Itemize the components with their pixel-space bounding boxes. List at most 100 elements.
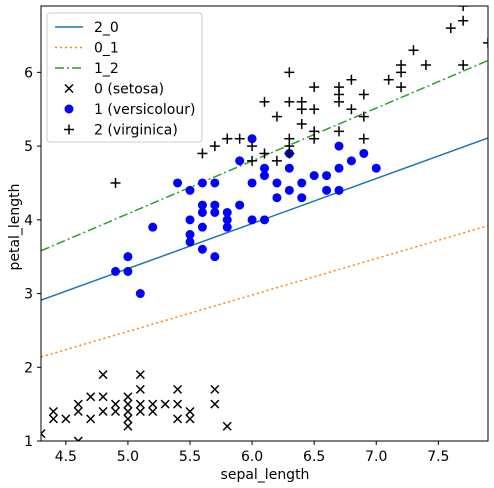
- line-0_1: [41, 224, 488, 358]
- point-series-0: [123, 414, 133, 424]
- point-series-0: [148, 406, 158, 417]
- point-series-2: [383, 74, 394, 85]
- legend-label: 1_2: [94, 61, 119, 77]
- legend-label: 2 (virginica): [94, 123, 178, 139]
- point-series-1: [123, 252, 133, 262]
- point-series-1: [123, 266, 133, 276]
- point-series-2: [420, 59, 431, 70]
- point-series-0: [210, 384, 220, 394]
- point-series-1: [197, 244, 207, 254]
- point-series-2: [396, 59, 407, 70]
- point-series-2: [334, 82, 344, 93]
- legend-label: 0_1: [94, 41, 119, 57]
- point-series-1: [272, 193, 282, 203]
- point-series-2: [234, 133, 245, 144]
- point-series-0: [73, 406, 83, 417]
- point-series-1: [210, 207, 220, 217]
- point-series-2: [483, 37, 488, 48]
- point-series-1: [260, 171, 269, 181]
- point-series-0: [135, 399, 145, 409]
- point-series-1: [272, 178, 282, 188]
- point-series-0: [123, 406, 133, 417]
- point-series-1: [322, 185, 332, 195]
- legend-label: 2_0: [94, 20, 119, 36]
- point-series-1: [297, 178, 307, 188]
- y-tick-label: 4: [24, 213, 33, 229]
- point-series-0: [123, 421, 133, 431]
- point-series-1: [210, 252, 220, 262]
- x-tick-label: 5.0: [117, 449, 139, 465]
- point-series-0: [173, 399, 183, 409]
- point-series-2: [110, 177, 121, 188]
- legend-entry: 1_2: [55, 61, 119, 77]
- y-tick-label: 5: [24, 139, 33, 155]
- point-series-0: [123, 392, 133, 402]
- point-series-1: [260, 215, 269, 225]
- point-series-0: [86, 414, 96, 424]
- point-series-0: [148, 399, 158, 409]
- point-series-0: [123, 399, 133, 409]
- y-tick-label: 6: [24, 65, 33, 81]
- legend-label: 1 (versicolour): [94, 102, 195, 118]
- point-series-0: [173, 384, 183, 394]
- point-series-2: [445, 23, 456, 34]
- point-series-2: [284, 96, 295, 107]
- point-series-2: [197, 148, 208, 159]
- y-tick-label: 3: [24, 287, 33, 303]
- point-series-2: [346, 104, 357, 115]
- point-series-1: [309, 171, 319, 181]
- point-series-2: [247, 141, 258, 152]
- point-series-1: [173, 178, 183, 188]
- point-series-1: [185, 185, 195, 195]
- point-series-2: [222, 133, 233, 144]
- point-series-1: [197, 207, 207, 217]
- x-tick-label: 7.5: [427, 449, 449, 465]
- point-series-1: [322, 171, 332, 181]
- point-series-2: [259, 96, 270, 107]
- point-series-0: [98, 406, 108, 417]
- y-axis-label: petal_length: [7, 183, 23, 270]
- y-tick-label: 1: [24, 434, 33, 450]
- point-series-1: [185, 237, 195, 247]
- point-series-2: [396, 82, 407, 93]
- point-series-0: [98, 370, 108, 380]
- point-series-1: [222, 215, 232, 225]
- point-series-1: [197, 178, 207, 188]
- point-series-2: [458, 6, 469, 11]
- point-series-0: [222, 421, 232, 431]
- point-series-2: [358, 133, 369, 144]
- point-series-2: [309, 126, 320, 137]
- legend-entry: 2 (virginica): [64, 123, 178, 139]
- legend-swatch: [64, 124, 74, 135]
- point-series-2: [247, 155, 258, 166]
- legend-swatch: [64, 104, 74, 114]
- point-series-0: [98, 392, 108, 402]
- point-series-2: [334, 126, 344, 137]
- axes-frame: [40, 5, 489, 442]
- x-tick-label: 6.5: [303, 449, 325, 465]
- point-series-2: [309, 82, 320, 93]
- point-series-2: [271, 111, 282, 122]
- point-series-0: [48, 414, 58, 424]
- point-series-1: [185, 230, 195, 240]
- point-series-1: [197, 200, 207, 210]
- point-series-0: [160, 399, 170, 409]
- point-series-0: [185, 414, 195, 424]
- point-series-1: [371, 163, 381, 173]
- point-series-1: [334, 163, 344, 173]
- point-series-0: [86, 392, 96, 402]
- plot-area: [40, 5, 489, 442]
- point-series-0: [61, 414, 71, 424]
- point-series-1: [260, 163, 269, 173]
- point-series-0: [135, 370, 145, 380]
- point-series-2: [284, 67, 295, 78]
- point-series-1: [346, 156, 356, 166]
- legend: 2_0 0_1 1_2 0 (setosa) 1 (versicolour) 2 (vir…: [46, 12, 203, 143]
- point-series-0: [185, 406, 195, 417]
- point-series-0: [210, 399, 220, 409]
- point-series-1: [247, 178, 257, 188]
- point-series-1: [235, 200, 245, 210]
- x-axis-label: sepal_length: [221, 467, 310, 483]
- point-series-0: [73, 399, 83, 409]
- x-tick-label: 4.5: [55, 449, 77, 465]
